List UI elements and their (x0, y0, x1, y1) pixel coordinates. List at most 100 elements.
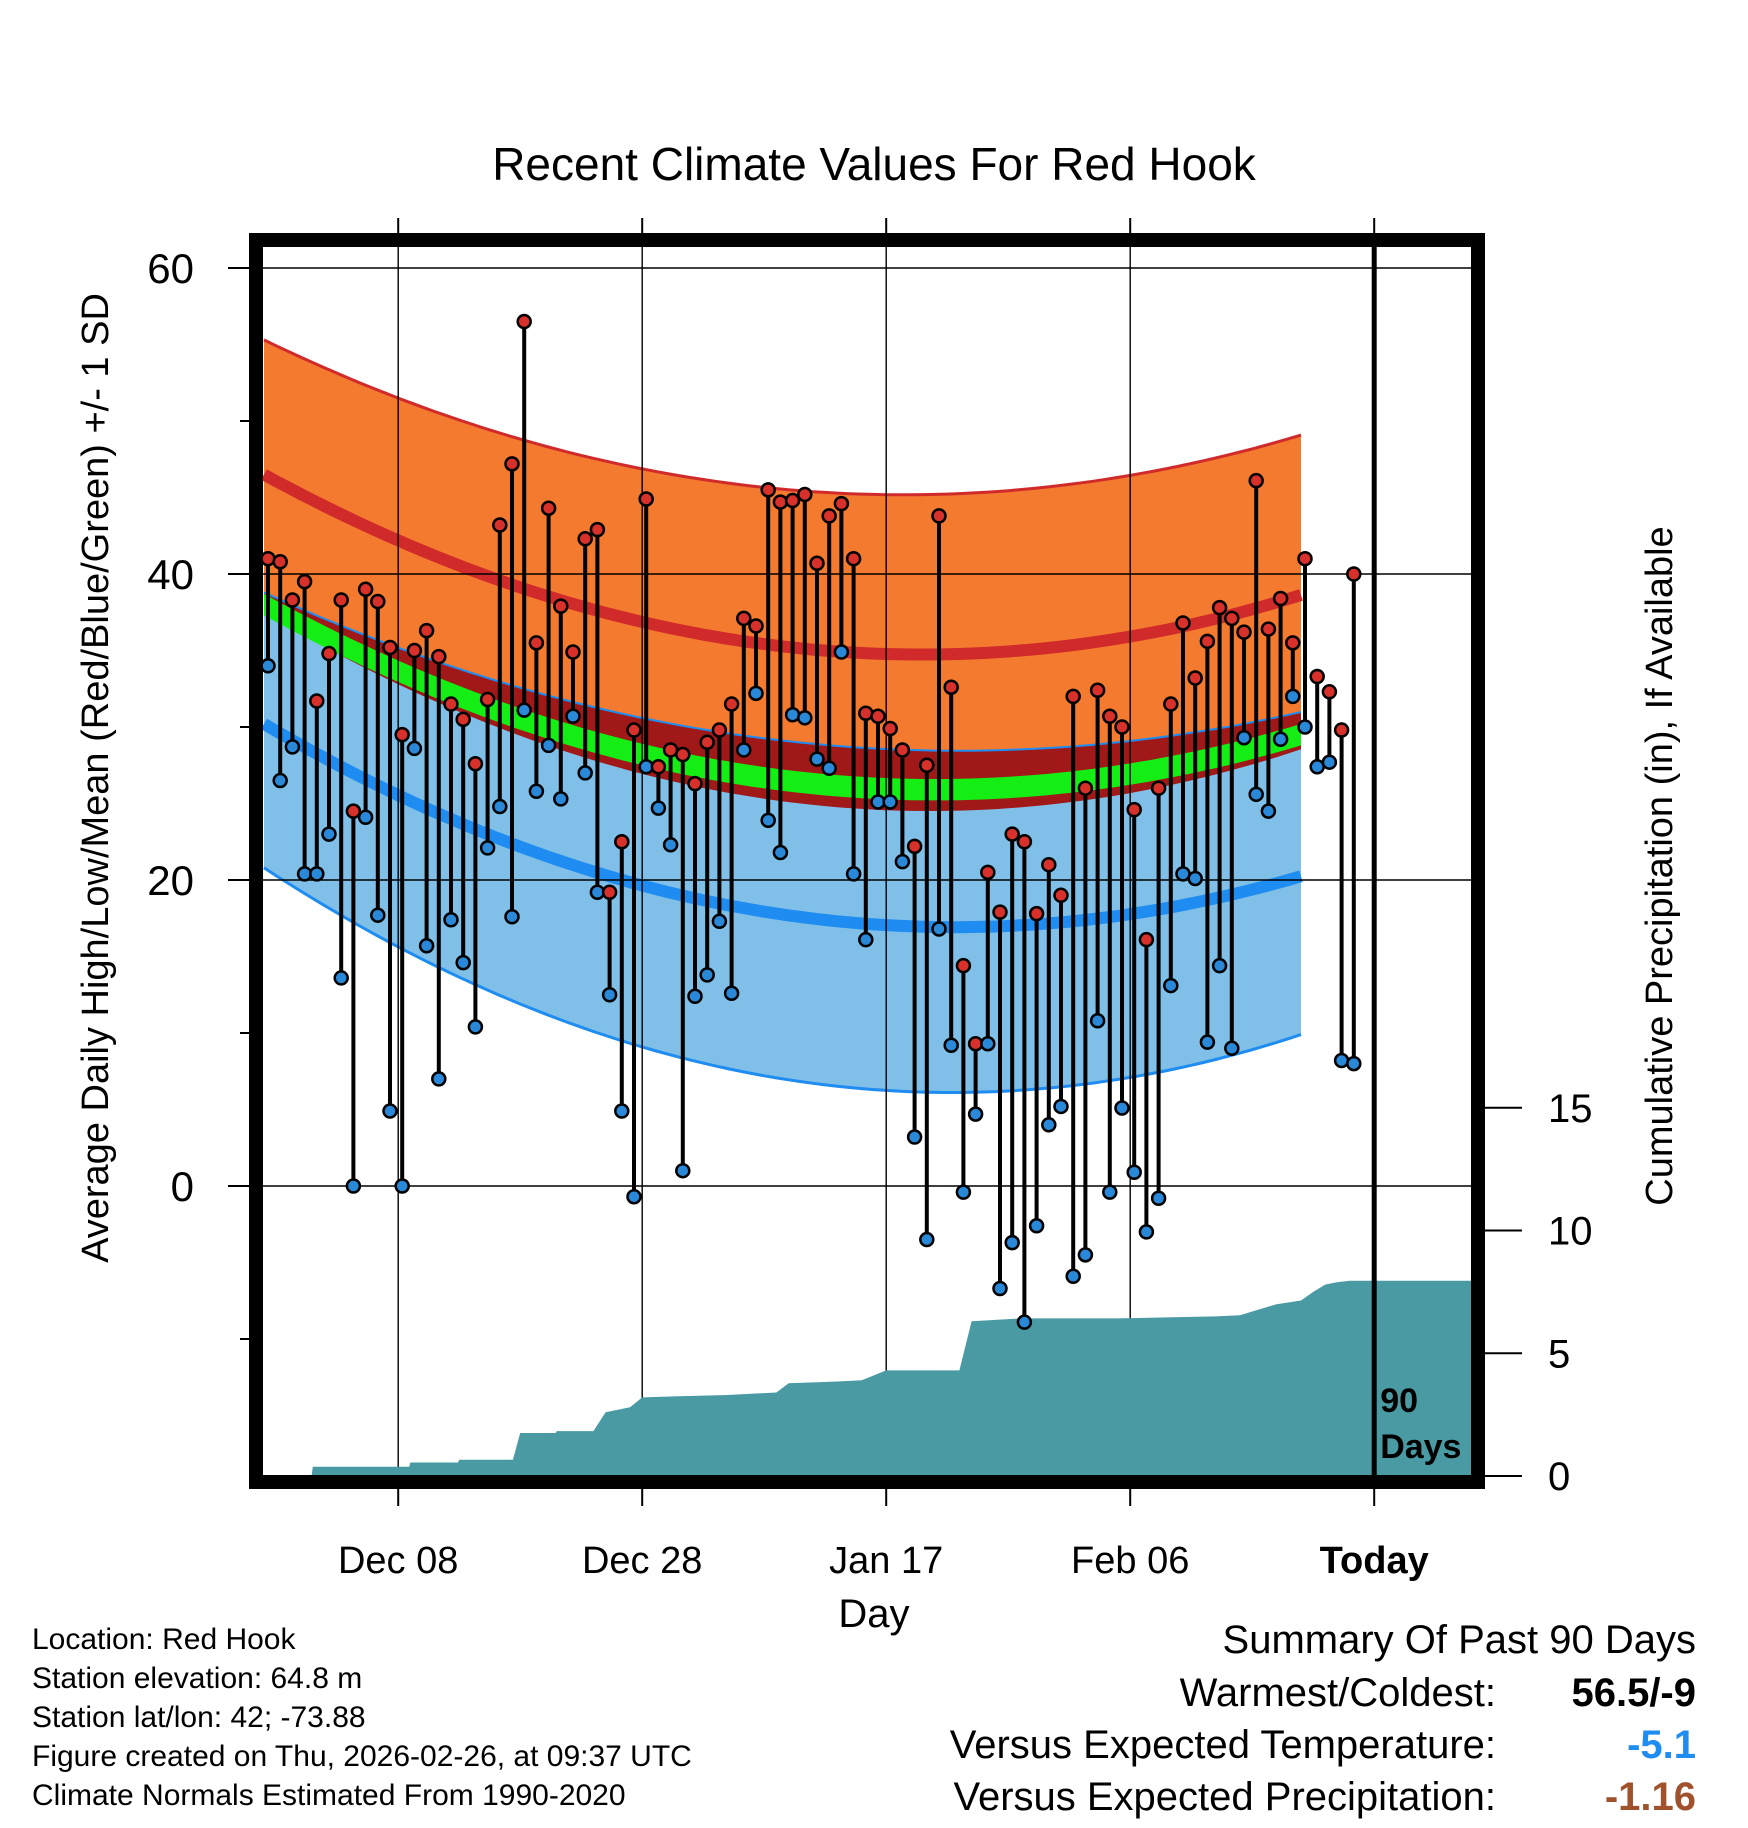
today-label-days: Days (1380, 1428, 1461, 1466)
daily-high-point (809, 555, 825, 572)
elevation-text: Station elevation: 64.8 m (32, 1662, 363, 1695)
daily-high-point (382, 639, 398, 656)
daily-high-point (650, 759, 667, 775)
y-tick-label: 40 (147, 551, 194, 598)
daily-high-point (1187, 670, 1203, 686)
daily-low-point (345, 1178, 362, 1194)
summary-row-temp: Versus Expected Temperature: -5.1 (950, 1719, 1696, 1771)
daily-high-point (589, 521, 606, 538)
daily-high-point (516, 313, 532, 330)
daily-low-point (809, 751, 825, 767)
daily-high-point (614, 834, 630, 850)
y-tick-label: 60 (147, 245, 194, 292)
daily-high-point (601, 884, 618, 900)
daily-low-point (528, 783, 545, 800)
x-tick-label: Dec 28 (582, 1540, 702, 1582)
daily-high-point (1211, 599, 1228, 616)
daily-high-point (431, 648, 447, 665)
overlap-band (264, 592, 1301, 811)
daily-low-point (1041, 1117, 1057, 1133)
daily-low-point (1077, 1247, 1094, 1263)
daily-high-point (443, 696, 459, 712)
precip-anomaly-value: -1.16 (1604, 1775, 1696, 1819)
daily-high-point (992, 904, 1008, 920)
y2-tick-label: 0 (1548, 1455, 1570, 1499)
daily-low-point (601, 987, 618, 1003)
daily-high-point (760, 482, 776, 498)
daily-high-point (687, 775, 703, 792)
temp-anomaly-label: Versus Expected Temperature: (949, 1723, 1496, 1767)
daily-high-point (894, 742, 911, 758)
y2-axis-label: Cumulative Precipitation (in), If Availa… (1639, 526, 1681, 1205)
daily-low-point (1163, 977, 1179, 994)
daily-low-point (943, 1037, 959, 1053)
daily-high-point (1028, 905, 1045, 922)
daily-high-point (675, 746, 691, 763)
daily-low-point (467, 1019, 484, 1035)
daily-high-point (870, 708, 886, 725)
location-text: Location: Red Hook (32, 1623, 296, 1656)
y2-tick-label: 15 (1548, 1087, 1593, 1131)
daily-low-point (540, 737, 557, 754)
daily-high-point (553, 598, 569, 614)
daily-low-point (784, 707, 801, 723)
daily-high-point (858, 705, 874, 721)
high-upper-line (263, 338, 1302, 497)
daily-low-point (321, 826, 337, 842)
daily-high-point (1346, 566, 1362, 582)
daily-low-point (272, 772, 288, 789)
station-info: Location: Red Hook Station elevation: 64… (32, 1620, 692, 1815)
daily-low-point (980, 1035, 996, 1052)
daily-high-point (272, 554, 288, 570)
daily-low-point (1297, 719, 1313, 735)
daily-low-point (894, 853, 911, 870)
daily-high-point (1309, 668, 1325, 685)
daily-high-point (723, 696, 740, 712)
daily-low-point (772, 844, 789, 861)
daily-low-point (1150, 1190, 1167, 1206)
daily-low-point (1102, 1184, 1118, 1200)
created-text: Figure created on Thu, 2026-02-26, at 09… (32, 1740, 692, 1773)
daily-high-point (1077, 780, 1094, 796)
daily-low-point (479, 840, 496, 856)
daily-low-point (1321, 754, 1338, 770)
daily-low-point (760, 812, 776, 829)
daily-low-point (1272, 731, 1289, 747)
daily-low-point (1138, 1224, 1155, 1240)
daily-high-point (1248, 472, 1264, 489)
y2-tick-label: 5 (1548, 1332, 1570, 1376)
daily-high-point (1150, 780, 1167, 796)
daily-high-point (1272, 590, 1289, 607)
temp-anomaly-value: -5.1 (1627, 1723, 1696, 1767)
daily-low-point (711, 913, 728, 930)
daily-high-point (845, 550, 862, 567)
x-tick-label: Dec 08 (338, 1540, 458, 1582)
daily-low-point (492, 798, 508, 815)
daily-high-point (638, 491, 654, 507)
daily-high-point (1065, 688, 1081, 705)
daily-low-point (284, 739, 301, 755)
daily-high-point (345, 803, 362, 819)
x-tick-label: Jan 17 (829, 1540, 943, 1582)
daily-high-point (418, 622, 435, 639)
daily-high-point (1053, 887, 1069, 904)
daily-low-point (565, 708, 581, 725)
daily-low-point (394, 1178, 410, 1194)
chart-title: Recent Climate Values For Red Hook (492, 138, 1257, 190)
daily-high-point (1163, 696, 1179, 712)
summary-heading: Summary Of Past 90 Days (1222, 1618, 1696, 1662)
y-axis-label: Average Daily High/Low/Mean (Red/Blue/Gr… (75, 293, 117, 1263)
daily-high-point (540, 500, 557, 516)
daily-high-point (504, 456, 520, 472)
daily-high-point (1126, 801, 1142, 818)
daily-high-point (1004, 826, 1020, 842)
y-tick-label: 20 (147, 857, 194, 904)
normals-text: Climate Normals Estimated From 1990-2020 (32, 1779, 626, 1812)
daily-low-point (1285, 688, 1301, 705)
precip-anomaly-label: Versus Expected Precipitation: (953, 1775, 1496, 1819)
daily-low-point (967, 1106, 984, 1122)
daily-low-point (858, 931, 874, 948)
x-tick-label: Feb 06 (1071, 1540, 1189, 1582)
daily-high-point (772, 494, 789, 510)
